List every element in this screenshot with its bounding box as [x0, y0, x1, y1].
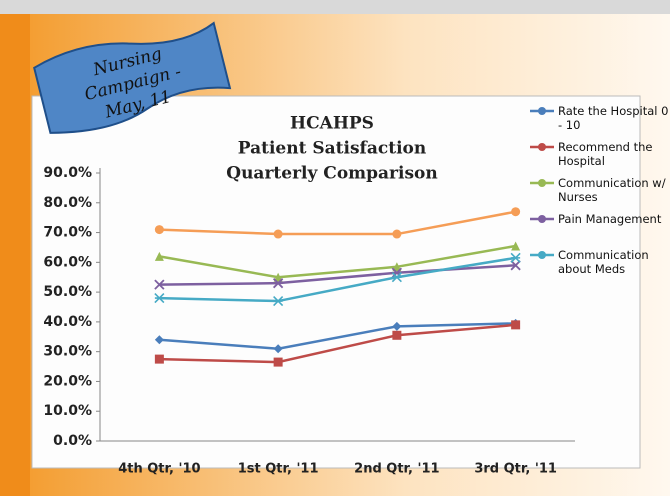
x-tick-label: 3rd Qtr, '11	[474, 462, 557, 477]
marker	[155, 355, 164, 364]
legend-label: Pain Management	[558, 212, 661, 226]
marker	[274, 230, 283, 239]
legend-marker	[538, 215, 546, 223]
chart-title: Quarterly Comparison	[226, 164, 437, 184]
x-tick-label: 4th Qtr, '10	[118, 462, 200, 477]
legend-marker	[538, 251, 546, 259]
legend-label: Rate the Hospital 0 - 10	[558, 104, 668, 132]
legend-swatch	[530, 176, 556, 190]
y-tick-label: 30.0%	[43, 344, 92, 360]
legend-swatch	[530, 248, 556, 262]
legend-item: Communication w/ Nurses	[530, 176, 670, 206]
y-tick-label: 40.0%	[43, 314, 92, 330]
marker	[392, 230, 401, 239]
legend-label: Recommend the Hospital	[558, 140, 653, 168]
screen: NursingCampaign -May, 11 0.0%10.0%20.0%3…	[0, 0, 670, 496]
legend-item: Recommend the Hospital	[530, 140, 670, 170]
legend-swatch	[530, 212, 556, 226]
marker	[392, 331, 401, 340]
y-tick-label: 50.0%	[43, 284, 92, 300]
legend-swatch	[530, 104, 556, 118]
legend-item: Rate the Hospital 0 - 10	[530, 104, 670, 134]
legend: Rate the Hospital 0 - 10 Recommend the Ho…	[530, 104, 670, 284]
y-tick-label: 80.0%	[43, 195, 92, 211]
legend-label: Communication about Meds	[558, 248, 649, 276]
y-tick-label: 90.0%	[43, 165, 92, 181]
chart-title: HCAHPS	[290, 114, 374, 134]
x-tick-label: 1st Qtr, '11	[238, 462, 319, 477]
marker	[274, 358, 283, 367]
y-tick-label: 70.0%	[43, 225, 92, 241]
y-tick-label: 20.0%	[43, 373, 92, 389]
y-tick-label: 0.0%	[53, 433, 92, 449]
y-tick-label: 60.0%	[43, 254, 92, 270]
side-bar	[0, 14, 30, 496]
legend-label: Communication w/ Nurses	[558, 176, 666, 204]
marker	[155, 225, 164, 234]
y-tick-label: 10.0%	[43, 403, 92, 419]
legend-item: Pain Management	[530, 212, 670, 242]
legend-swatch	[530, 140, 556, 154]
chart-title: Patient Satisfaction	[238, 139, 426, 159]
legend-item: Communication about Meds	[530, 248, 670, 278]
legend-marker	[538, 143, 546, 151]
x-tick-label: 2nd Qtr, '11	[354, 462, 439, 477]
marker	[511, 207, 520, 216]
marker	[511, 320, 520, 329]
legend-marker	[538, 179, 546, 187]
legend-marker	[538, 107, 546, 115]
